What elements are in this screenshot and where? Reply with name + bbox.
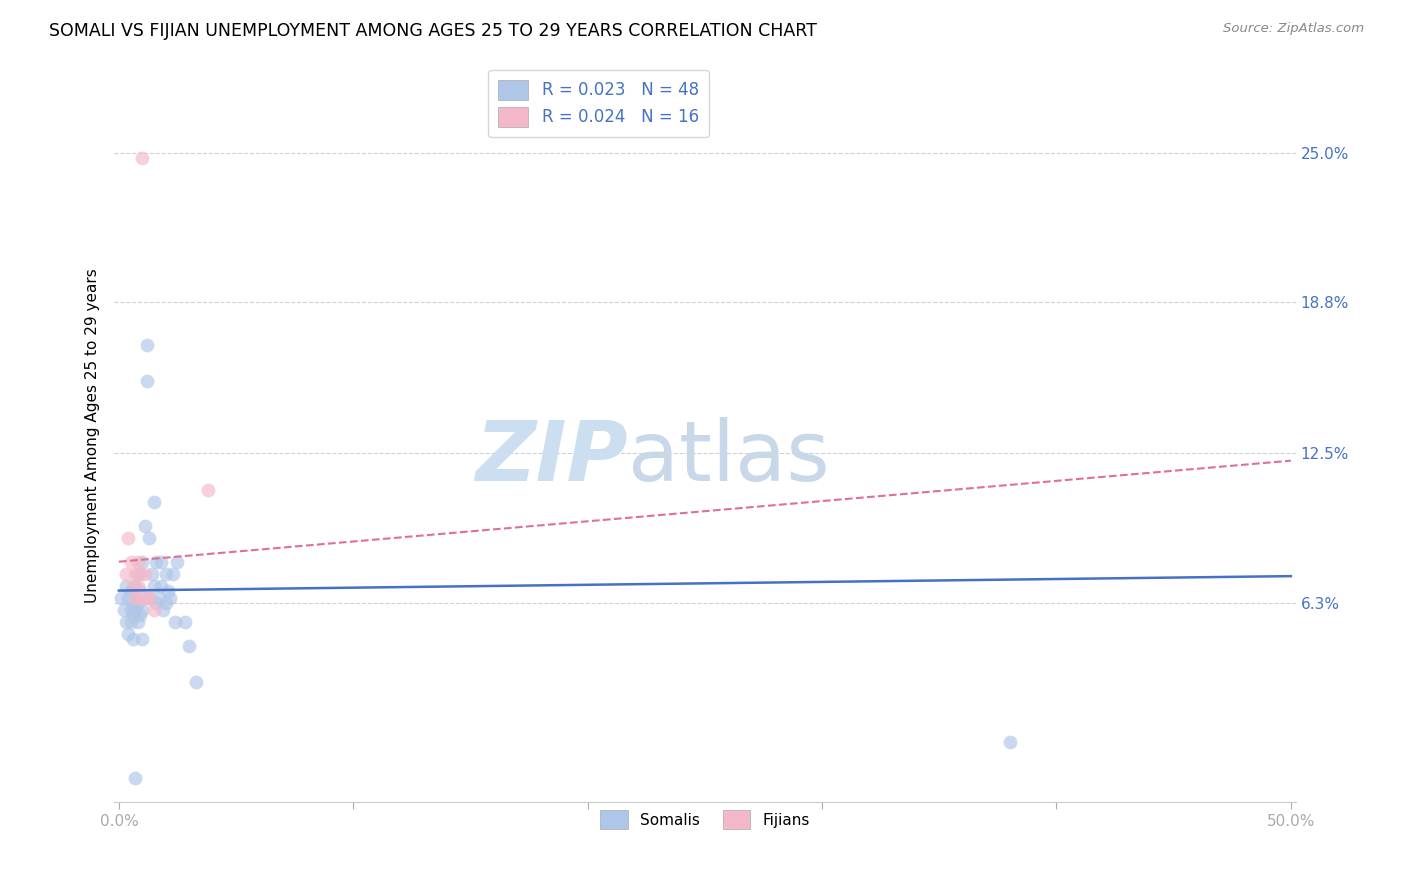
Point (127, 566, 149, 581)
Point (122, 632, 145, 646)
Point (138, 591, 160, 605)
Point (120, 615, 142, 629)
Point (136, 374, 159, 388)
Point (110, 591, 132, 605)
Point (124, 771, 146, 785)
Point (165, 615, 187, 629)
Point (134, 518, 156, 533)
Point (143, 603, 166, 617)
Point (150, 579, 173, 593)
Point (129, 607, 152, 622)
Y-axis label: Unemployment Among Ages 25 to 29 years: Unemployment Among Ages 25 to 29 years (86, 268, 100, 603)
Point (143, 579, 166, 593)
Point (173, 615, 195, 629)
Text: SOMALI VS FIJIAN UNEMPLOYMENT AMONG AGES 25 TO 29 YEARS CORRELATION CHART: SOMALI VS FIJIAN UNEMPLOYMENT AMONG AGES… (49, 22, 817, 40)
Point (157, 583, 180, 598)
Point (152, 603, 174, 617)
Point (145, 555, 167, 569)
Point (129, 566, 152, 581)
Point (120, 583, 142, 598)
Point (127, 615, 149, 629)
Point (129, 583, 152, 598)
Point (131, 603, 153, 617)
Point (122, 579, 145, 593)
Text: Source: ZipAtlas.com: Source: ZipAtlas.com (1223, 22, 1364, 36)
Point (124, 566, 146, 581)
Point (120, 555, 142, 569)
Point (124, 603, 146, 617)
Point (127, 596, 149, 610)
Point (138, 591, 160, 605)
Point (115, 579, 138, 593)
Point (134, 566, 156, 581)
Point (186, 675, 208, 690)
Point (129, 591, 152, 605)
Legend: Somalis, Fijians: Somalis, Fijians (593, 804, 815, 835)
Point (138, 531, 160, 545)
Point (120, 603, 142, 617)
Point (143, 494, 166, 508)
Point (998, 735, 1021, 749)
Point (197, 483, 219, 497)
Point (115, 615, 138, 629)
Point (155, 566, 177, 581)
Point (124, 579, 146, 593)
Point (117, 591, 139, 605)
Point (148, 591, 170, 605)
Point (122, 596, 145, 610)
Point (112, 603, 135, 617)
Point (122, 607, 145, 622)
Point (124, 591, 146, 605)
Point (166, 555, 188, 569)
Point (162, 566, 184, 581)
Point (131, 151, 153, 165)
Point (131, 555, 153, 569)
Point (115, 566, 138, 581)
Point (155, 596, 177, 610)
Text: ZIP: ZIP (475, 417, 628, 498)
Point (136, 591, 159, 605)
Point (127, 555, 149, 569)
Point (117, 531, 139, 545)
Point (117, 627, 139, 641)
Point (141, 566, 163, 581)
Point (150, 555, 173, 569)
Point (145, 596, 167, 610)
Point (179, 639, 201, 653)
Text: atlas: atlas (628, 417, 830, 498)
Point (136, 338, 159, 352)
Point (159, 591, 181, 605)
Point (127, 579, 149, 593)
Point (131, 632, 153, 646)
